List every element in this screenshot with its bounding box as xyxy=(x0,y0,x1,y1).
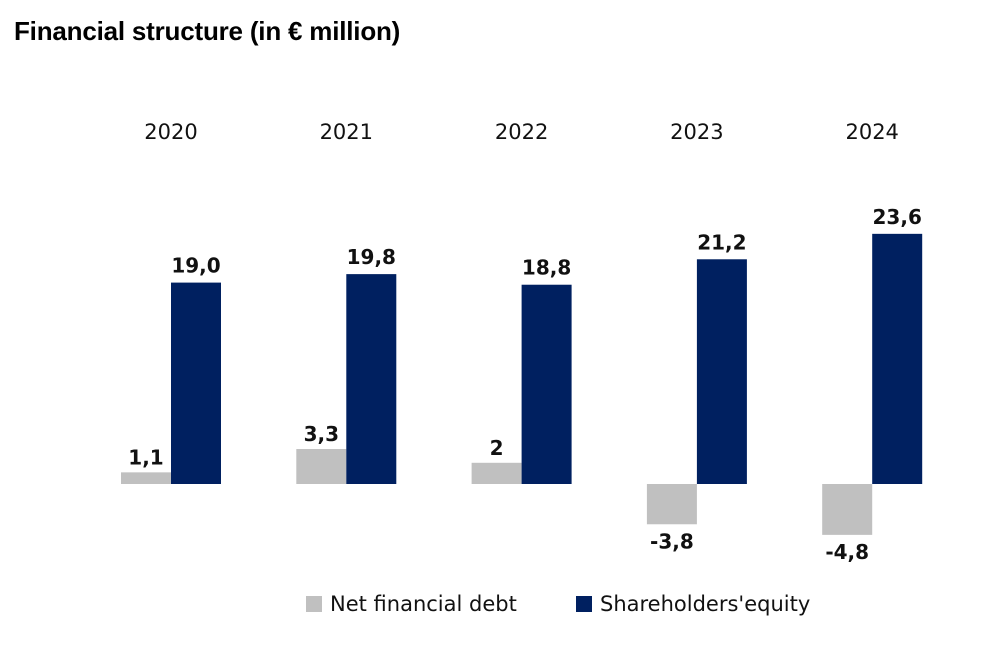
legend-net-financial-debt: Net financial debt xyxy=(306,592,517,616)
legend: Net financial debt Shareholders'equity xyxy=(306,592,810,616)
bar-shareholders-equity-2021 xyxy=(346,274,397,484)
bar-net-financial-debt-2024 xyxy=(822,484,873,535)
legend-shareholders-equity-label: Shareholders'equity xyxy=(600,592,810,616)
year-label-2023: 2023 xyxy=(670,120,723,144)
label-shareholders-equity-2021: 19,8 xyxy=(347,245,396,269)
legend-shareholders-equity: Shareholders'equity xyxy=(576,592,810,616)
year-label-2022: 2022 xyxy=(495,120,548,144)
legend-net-financial-debt-swatch xyxy=(306,596,322,612)
chart-title: Financial structure (in € million) xyxy=(14,16,401,46)
label-shareholders-equity-2023: 21,2 xyxy=(697,230,746,254)
label-net-financial-debt-2023: -3,8 xyxy=(650,529,694,553)
bars xyxy=(121,233,923,535)
bar-net-financial-debt-2023 xyxy=(646,484,697,525)
label-shareholders-equity-2022: 18,8 xyxy=(522,256,571,280)
year-labels: 2020 2021 2022 2023 2024 xyxy=(144,120,899,144)
label-net-financial-debt-2020: 1,1 xyxy=(128,445,163,469)
bar-net-financial-debt-2021 xyxy=(296,449,347,484)
label-net-financial-debt-2022: 2 xyxy=(490,436,504,460)
label-shareholders-equity-2020: 19,0 xyxy=(171,254,220,278)
legend-shareholders-equity-swatch xyxy=(576,596,592,612)
year-label-2021: 2021 xyxy=(320,120,373,144)
bar-shareholders-equity-2020 xyxy=(171,282,221,484)
bar-shareholders-equity-2024 xyxy=(872,233,923,484)
bar-shareholders-equity-2023 xyxy=(696,259,747,484)
label-net-financial-debt-2024: -4,8 xyxy=(825,540,869,564)
bar-shareholders-equity-2022 xyxy=(521,284,572,484)
value-labels: 1,1 19,0 3,3 19,8 2 18,8 -3,8 21,2 -4,8 23,6 xyxy=(128,205,922,564)
legend-net-financial-debt-label: Net financial debt xyxy=(330,592,517,616)
year-label-2024: 2024 xyxy=(845,120,898,144)
bar-net-financial-debt-2022 xyxy=(471,462,522,484)
label-net-financial-debt-2021: 3,3 xyxy=(304,422,339,446)
year-label-2020: 2020 xyxy=(144,120,197,144)
bar-net-financial-debt-2020 xyxy=(121,472,171,484)
label-shareholders-equity-2024: 23,6 xyxy=(873,205,922,229)
